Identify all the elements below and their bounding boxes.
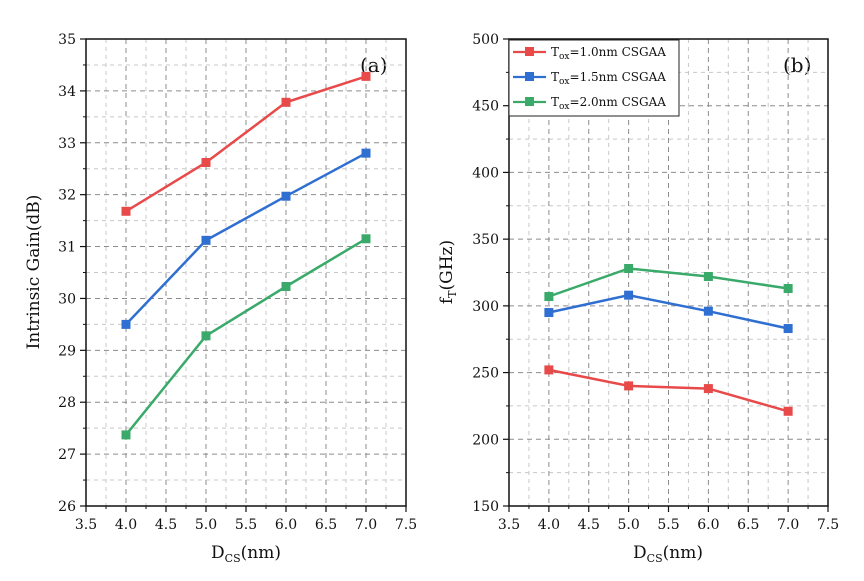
legend-swatch-marker-2 — [525, 72, 534, 81]
panel-a-y-tick-label: 26 — [58, 499, 76, 515]
panel-b-x-tick-label: 5.0 — [617, 517, 639, 533]
panel-b-label: (b) — [783, 53, 811, 77]
panel-a-x-tick-label: 4.0 — [115, 517, 137, 533]
panel-b-series-1-point — [624, 381, 633, 390]
panel-a-x-tick-label: 5.5 — [235, 517, 257, 533]
panel-b-series-3-point — [544, 292, 553, 301]
panel-b-series-2-point — [704, 307, 713, 316]
panel-a-y-tick-label: 28 — [58, 395, 76, 411]
panel-a-series-3-point — [282, 282, 291, 291]
panel-a-series-2-point — [202, 236, 211, 245]
panel-b-legend: Tox=1.0nm CSGAA Tox=1.5nm CSGAA Tox=2.0n… — [509, 40, 679, 116]
panel-b-y-tick-label: 200 — [472, 432, 499, 448]
panel-a-x-axis-title-sub: CS — [225, 552, 241, 565]
panel-a-x-axis-title: DCS(nm) — [211, 543, 281, 565]
panel-a-series-3-point — [362, 234, 371, 243]
panel-b-series-1-point — [544, 365, 553, 374]
panel-b-y-axis-title: fT(GHz) — [437, 240, 459, 304]
panel-b-series-2-point — [784, 324, 793, 333]
panel-b-x-tick-label: 5.5 — [657, 517, 679, 533]
panel-b-x-tick-label: 6.5 — [737, 517, 759, 533]
panel-a-y-tick-label: 27 — [58, 447, 76, 463]
panel-a-y-tick-label: 30 — [58, 291, 76, 307]
panel-b-y-tick-label: 150 — [472, 499, 499, 515]
panel-a-y-tick-label: 33 — [58, 136, 76, 152]
panel-a-x-axis-title-rest: (nm) — [241, 543, 281, 563]
panel-b-y-tick-label: 300 — [472, 299, 499, 315]
panel-a-x-tick-label: 7.0 — [355, 517, 377, 533]
panel-b-x-axis-title-main: D — [633, 543, 647, 563]
panel-a-x-tick-label: 5.0 — [195, 517, 217, 533]
panel-a-x-axis-title-main: D — [211, 543, 225, 563]
panel-a-y-tick-label: 29 — [58, 343, 76, 359]
panel-b-series-3-point — [784, 284, 793, 293]
panel-b-x-tick-label: 7.0 — [777, 517, 799, 533]
panel-a-x-tick-label: 6.5 — [315, 517, 337, 533]
panel-b-y-tick-label: 250 — [472, 366, 499, 382]
panel-a-series-2-point — [362, 149, 371, 158]
panel-a-y-tick-label: 31 — [58, 240, 76, 256]
panel-a-x-tick-label: 6.0 — [275, 517, 297, 533]
panel-a-y-tick-label: 32 — [58, 188, 76, 204]
panel-a-y-axis-title: Intrinsic Gain(dB) — [24, 195, 44, 350]
panel-a-plot: 3.5 4.0 4.5 5.0 5.5 6.0 6.5 7.0 7.5 26 27 28 29 30 31 3… — [58, 32, 417, 533]
panel-b-y-tick-label: 500 — [472, 32, 499, 48]
panel-b-x-axis-title-rest: (nm) — [663, 543, 703, 563]
panel-a-x-tick-label: 4.5 — [155, 517, 177, 533]
panel-a-series-2-point — [282, 192, 291, 201]
panel-b-series-1-point — [704, 384, 713, 393]
panel-b-series-2-point — [624, 291, 633, 300]
panel-a-series-3-point — [202, 331, 211, 340]
panel-a-series-1-point — [202, 158, 211, 167]
legend-swatch-marker-3 — [525, 97, 534, 106]
panel-a-series-2-point — [122, 320, 131, 329]
panel-b-y-tick-label: 400 — [472, 165, 499, 181]
panel-a-series-1-point — [122, 207, 131, 216]
panel-a-x-tick-label: 7.5 — [395, 517, 417, 533]
panel-a-series-3-point — [122, 430, 131, 439]
panel-b-y-tick-label: 350 — [472, 232, 499, 248]
panel-a-y-tick-label: 34 — [58, 84, 76, 100]
panel-b-x-tick-label: 4.0 — [538, 517, 560, 533]
panel-a-series-1-point — [282, 98, 291, 107]
panel-b-series-3-point — [624, 264, 633, 273]
panel-a-y-tick-label: 35 — [58, 32, 76, 48]
panel-b-y-axis-title-rest: (GHz) — [437, 240, 457, 291]
legend-swatch-marker-1 — [525, 47, 534, 56]
panel-b-series-2-point — [544, 308, 553, 317]
panel-b-series-3-point — [704, 272, 713, 281]
panel-b-x-tick-label: 4.5 — [578, 517, 600, 533]
panel-b-x-tick-label: 6.0 — [697, 517, 719, 533]
panel-a-series-1-point — [362, 72, 371, 81]
panel-b-x-tick-label: 3.5 — [498, 517, 520, 533]
panel-b-x-axis-title: DCS(nm) — [633, 543, 703, 565]
panel-b-y-tick-label: 450 — [472, 99, 499, 115]
panel-b-x-tick-label: 7.5 — [817, 517, 839, 533]
panel-b-series-1-point — [784, 407, 793, 416]
panel-a-x-tick-label: 3.5 — [75, 517, 97, 533]
panel-b-x-axis-title-sub: CS — [647, 552, 663, 565]
